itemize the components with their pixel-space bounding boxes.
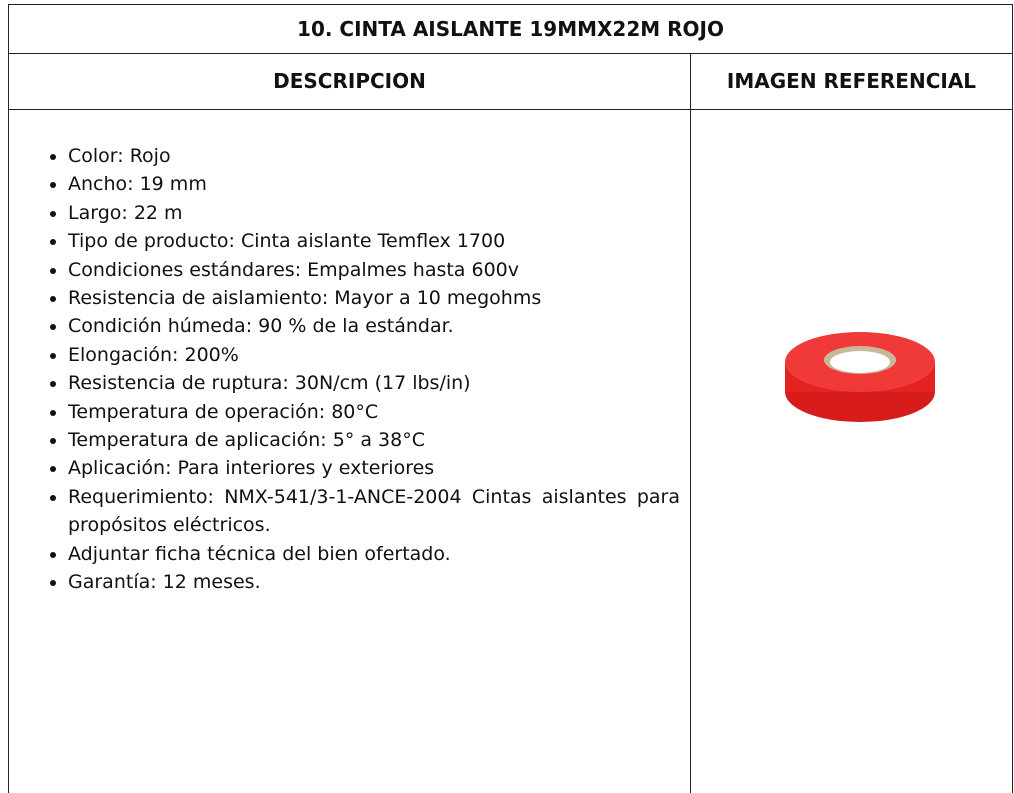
spec-item: Temperatura de aplicación: 5° a 38°C <box>68 426 680 454</box>
spec-item: Resistencia de ruptura: 30N/cm (17 lbs/i… <box>68 369 680 397</box>
spec-item: Condiciones estándares: Empalmes hasta 6… <box>68 256 680 284</box>
spec-item: Largo: 22 m <box>68 199 680 227</box>
spec-item: Ancho: 19 mm <box>68 170 680 198</box>
column-header: IMAGEN REFERENCIAL <box>691 53 1012 110</box>
column-header: DESCRIPCION <box>9 53 691 110</box>
spec-item: Garantía: 12 meses. <box>68 568 680 596</box>
spec-item: Adjuntar ficha técnica del bien ofertado… <box>68 540 680 568</box>
spec-table: 10. CINTA AISLANTE 19MMX22M ROJO DESCRIP… <box>8 4 1013 793</box>
spec-item: Requerimiento: NMX-541/3-1-ANCE-2004 Cin… <box>68 483 680 540</box>
spec-item: Color: Rojo <box>68 142 680 170</box>
spec-item: Elongación: 200% <box>68 341 680 369</box>
spec-item: Temperatura de operación: 80°C <box>68 398 680 426</box>
column-divider <box>690 109 691 793</box>
tape-image <box>785 332 935 422</box>
spec-item: Tipo de producto: Cinta aislante Temflex… <box>68 227 680 255</box>
spec-item: Resistencia de aislamiento: Mayor a 10 m… <box>68 284 680 312</box>
spec-list: Color: RojoAncho: 19 mmLargo: 22 mTipo d… <box>40 142 680 597</box>
table-title: 10. CINTA AISLANTE 19MMX22M ROJO <box>9 5 1012 54</box>
spec-item: Aplicación: Para interiores y exteriores <box>68 454 680 482</box>
spec-item: Condición húmeda: 90 % de la estándar. <box>68 312 680 340</box>
